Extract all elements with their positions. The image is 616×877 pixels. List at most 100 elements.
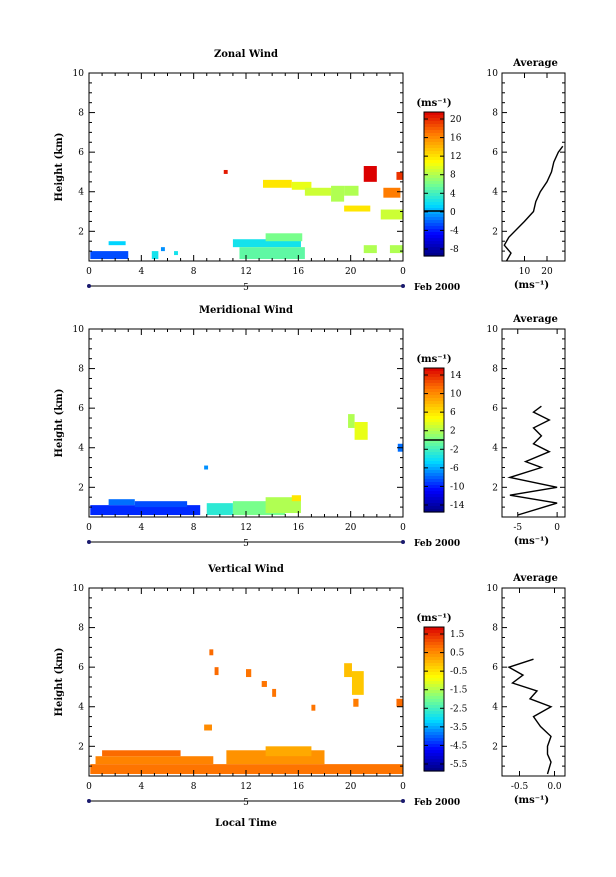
colorbar-swatch	[424, 232, 444, 236]
colorbar-swatch	[424, 247, 444, 251]
colorbar-unit: (ms⁻¹)	[416, 98, 451, 109]
data-cell	[214, 667, 219, 676]
colorbar-swatch	[424, 648, 444, 652]
colorbar-tick-label: -10	[450, 482, 465, 492]
data-cell	[344, 185, 359, 196]
colorbar-swatch	[424, 392, 444, 396]
data-cell	[90, 764, 403, 775]
y-tick-label: 6	[78, 404, 84, 414]
colorbar-tick-label: 2	[450, 427, 456, 437]
colorbar-swatch	[424, 374, 444, 378]
x-tick-label: 20	[345, 782, 357, 792]
colorbar-swatch	[424, 130, 444, 134]
colorbar-swatch	[424, 401, 444, 405]
data-cell	[383, 187, 401, 198]
date-axis-end	[87, 284, 91, 288]
colorbar-swatch	[424, 488, 444, 492]
colorbar-swatch	[424, 443, 444, 447]
data-cell	[90, 505, 201, 516]
x-tick-label: 0	[400, 782, 406, 792]
colorbar-swatch	[424, 726, 444, 730]
profile-x-tick-label: -0.5	[511, 782, 529, 792]
colorbar-swatch	[424, 253, 444, 257]
colorbar-unit: (ms⁻¹)	[416, 613, 451, 624]
colorbar-swatch	[424, 238, 444, 242]
colorbar-swatch	[424, 163, 444, 167]
colorbar-tick-label: 0.5	[450, 649, 465, 659]
colorbar-swatch	[424, 663, 444, 667]
colorbar-swatch	[424, 193, 444, 197]
colorbar-swatch	[424, 404, 444, 408]
colorbar-swatch	[424, 446, 444, 450]
colorbar-frame	[423, 626, 445, 772]
colorbar-swatch	[424, 124, 444, 128]
data-cell	[348, 414, 355, 428]
colorbar-swatch	[424, 639, 444, 643]
colorbar-swatch	[424, 482, 444, 486]
colorbar-swatch	[424, 434, 444, 438]
date-axis-end	[401, 540, 405, 544]
data-cell	[204, 465, 209, 470]
colorbar-swatch	[424, 217, 444, 221]
data-cell	[239, 247, 305, 260]
colorbar-swatch	[424, 657, 444, 661]
colorbar-swatch	[424, 223, 444, 227]
colorbar-swatch	[424, 699, 444, 703]
data-cell	[304, 187, 332, 196]
colorbar-swatch	[424, 473, 444, 477]
y-axis-label: Height (km)	[54, 389, 65, 458]
y-axis-label: Height (km)	[54, 133, 65, 202]
data-cell	[108, 241, 126, 246]
colorbar-tick-label: -4	[450, 226, 459, 236]
colorbar-swatch	[424, 732, 444, 736]
data-cell	[354, 422, 368, 440]
colorbar-swatch	[424, 645, 444, 649]
colorbar-swatch	[424, 241, 444, 245]
profile-x-tick-label: 20	[541, 267, 553, 277]
colorbar-tick-label: 14	[450, 371, 462, 381]
x-tick-label: 8	[191, 523, 197, 533]
data-cell	[223, 169, 228, 174]
profile-frame	[501, 587, 566, 777]
colorbar-swatch	[424, 672, 444, 676]
colorbar-swatch	[424, 449, 444, 453]
x-tick-label: 12	[240, 267, 251, 277]
colorbar-swatch	[424, 479, 444, 483]
colorbar-tick-label: 4	[450, 189, 456, 199]
data-cell	[291, 181, 312, 190]
data-cell	[95, 756, 214, 765]
data-cell	[265, 497, 301, 514]
colorbar-swatch	[424, 750, 444, 754]
data-cell	[396, 698, 403, 707]
colorbar-swatch	[424, 142, 444, 146]
x-tick-label: 12	[240, 523, 251, 533]
date-axis-month: Feb 2000	[414, 283, 460, 293]
colorbar-swatch	[424, 738, 444, 742]
y-tick-label: 6	[78, 148, 84, 158]
colorbar-swatch	[424, 696, 444, 700]
date-axis-end	[87, 799, 91, 803]
colorbar-swatch	[424, 765, 444, 769]
colorbar-swatch	[424, 136, 444, 140]
colorbar-swatch	[424, 723, 444, 727]
colorbar-tick-label: 6	[450, 408, 456, 418]
colorbar-swatch	[424, 452, 444, 456]
data-cell	[108, 499, 135, 506]
data-cell	[204, 724, 212, 731]
colorbar-swatch	[424, 702, 444, 706]
data-cell	[206, 503, 233, 516]
colorbar-swatch	[424, 476, 444, 480]
colorbar-swatch	[424, 121, 444, 125]
panel-2: Vertical Wind 2 4 6 8 10 0 4 8 12 16 20 0 5 Feb 2000 He…	[54, 564, 566, 829]
colorbar-swatch	[424, 741, 444, 745]
colorbar-tick-label: -14	[450, 501, 465, 511]
data-cell	[209, 649, 214, 656]
colorbar-swatch	[424, 160, 444, 164]
colorbar-swatch	[424, 229, 444, 233]
colorbar-tick-label: 12	[450, 152, 461, 162]
colorbar-tick-label: -0.5	[450, 667, 468, 677]
data-cell	[232, 239, 301, 248]
y-tick-label: 4	[78, 188, 84, 198]
colorbar-swatch	[424, 461, 444, 465]
